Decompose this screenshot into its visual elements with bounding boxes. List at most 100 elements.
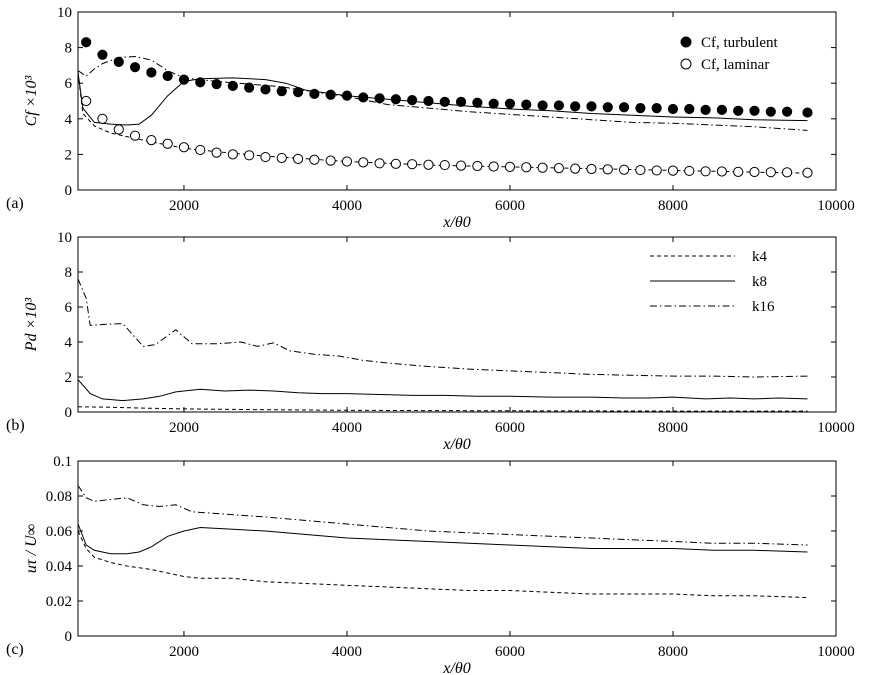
marker-cf-laminar [570,163,581,174]
panel-label: (c) [6,641,24,658]
y-tick-label: 0.1 [53,454,72,470]
y-tick-label: 8 [65,41,73,57]
marker-cf-laminar [129,130,141,141]
y-tick-label: 2 [65,147,73,163]
marker-cf-turbulent [749,105,760,116]
marker-cf-turbulent [553,100,564,111]
marker-cf-laminar [423,159,434,170]
marker-cf-turbulent [733,105,744,116]
line-k4 [77,406,808,412]
x-tick-label: 4000 [332,644,362,660]
y-tick-label: 0 [65,183,73,199]
marker-cf-turbulent [781,106,793,117]
y-axis-title: Pd ×10³ [23,298,40,353]
y-tick-label: 0 [65,405,73,421]
y-axis-title: uτ / U∞ [23,524,40,573]
marker-cf-turbulent [211,78,222,90]
line-series-0 [77,72,808,174]
line-series-2 [77,55,808,131]
y-tick-label: 2 [65,370,73,386]
y-tick-label: 0.04 [46,559,73,575]
y-tick-label: 6 [65,76,73,92]
marker-cf-turbulent [504,98,516,109]
marker-cf-laminar [178,142,190,153]
marker-cf-turbulent [521,99,532,110]
marker-cf-laminar [667,165,679,176]
line-k16 [77,278,808,378]
marker-cf-laminar [276,152,287,164]
x-tick-label: 2000 [169,198,199,214]
marker-cf-laminar [341,156,353,167]
legend-label: Cf, laminar [701,57,769,73]
legend-label: k4 [752,249,768,265]
panel-a: 0 2 4 6 8 10 2000 4000 6000 8000 10000 x/θ0 Cf ×10³ (… [6,5,855,231]
marker-cf-laminar [390,158,401,169]
marker-cf-laminar [537,162,548,173]
y-tick-label: 0.06 [46,524,73,540]
marker-cf-laminar [309,154,320,165]
marker-cf-turbulent [113,56,124,67]
y-tick-label: 0.08 [46,489,72,505]
marker-cf-laminar [227,149,238,160]
plot-frame [77,460,837,637]
plot-frame [77,236,837,413]
marker-cf-turbulent [635,103,646,114]
marker-cf-laminar [211,147,222,158]
x-tick-label: 10000 [817,644,855,660]
line-k16 [77,485,808,546]
x-tick-label: 6000 [495,420,525,436]
panel-label: (b) [6,417,25,434]
legend-marker [680,58,692,70]
panel-c: 0 0.02 0.04 0.06 0.08 0.1 2000 4000 6000 8000 1000… [6,454,855,675]
marker-cf-turbulent [802,107,813,118]
marker-cf-laminar [651,165,662,176]
marker-cf-turbulent [341,90,353,101]
marker-cf-turbulent [455,96,467,107]
legend-label: k16 [752,299,775,315]
legend-label: k8 [752,274,767,290]
y-tick-label: 4 [65,112,73,128]
marker-cf-turbulent [586,101,597,112]
marker-cf-turbulent [129,62,141,73]
marker-cf-laminar [635,164,646,176]
panel-label: (a) [6,195,24,212]
marker-cf-turbulent [162,70,173,82]
legend-marker [680,36,692,48]
y-tick-label: 8 [65,265,73,281]
marker-cf-turbulent [358,92,369,103]
y-axis-title: Cf ×10³ [23,75,40,126]
marker-cf-turbulent [390,94,401,105]
marker-cf-laminar [618,164,630,175]
marker-cf-turbulent [423,95,434,107]
marker-cf-turbulent [602,102,613,113]
x-axis-title: x/θ0 [442,436,470,453]
marker-cf-laminar [407,159,418,170]
marker-cf-turbulent [97,49,108,60]
legend-label: Cf, turbulent [701,35,778,51]
y-tick-label: 10 [57,230,72,246]
x-tick-label: 4000 [332,198,362,214]
y-tick-label: 0.02 [46,594,72,610]
marker-cf-laminar [374,158,385,169]
x-tick-label: 4000 [332,420,362,436]
marker-cf-laminar [684,165,695,177]
marker-cf-laminar [488,161,499,172]
marker-cf-turbulent [570,101,581,112]
marker-cf-laminar [292,153,304,164]
panel-b: 0 2 4 6 8 10 2000 4000 6000 8000 10000 x/θ0 Pd ×10³ (… [6,230,855,453]
line-k8 [77,523,808,555]
x-tick-label: 8000 [658,420,688,436]
marker-cf-laminar [260,151,271,163]
marker-cf-laminar [146,135,157,146]
marker-cf-turbulent [195,77,206,88]
x-tick-label: 10000 [817,198,855,214]
x-axis-title: x/θ0 [442,214,470,231]
marker-cf-laminar [553,163,564,174]
line-series-1 [77,72,808,126]
marker-cf-laminar [244,150,255,161]
marker-cf-turbulent [407,95,418,106]
marker-cf-turbulent [472,97,483,108]
marker-cf-laminar [113,124,124,135]
y-tick-label: 10 [57,5,72,21]
marker-cf-laminar [504,161,516,172]
